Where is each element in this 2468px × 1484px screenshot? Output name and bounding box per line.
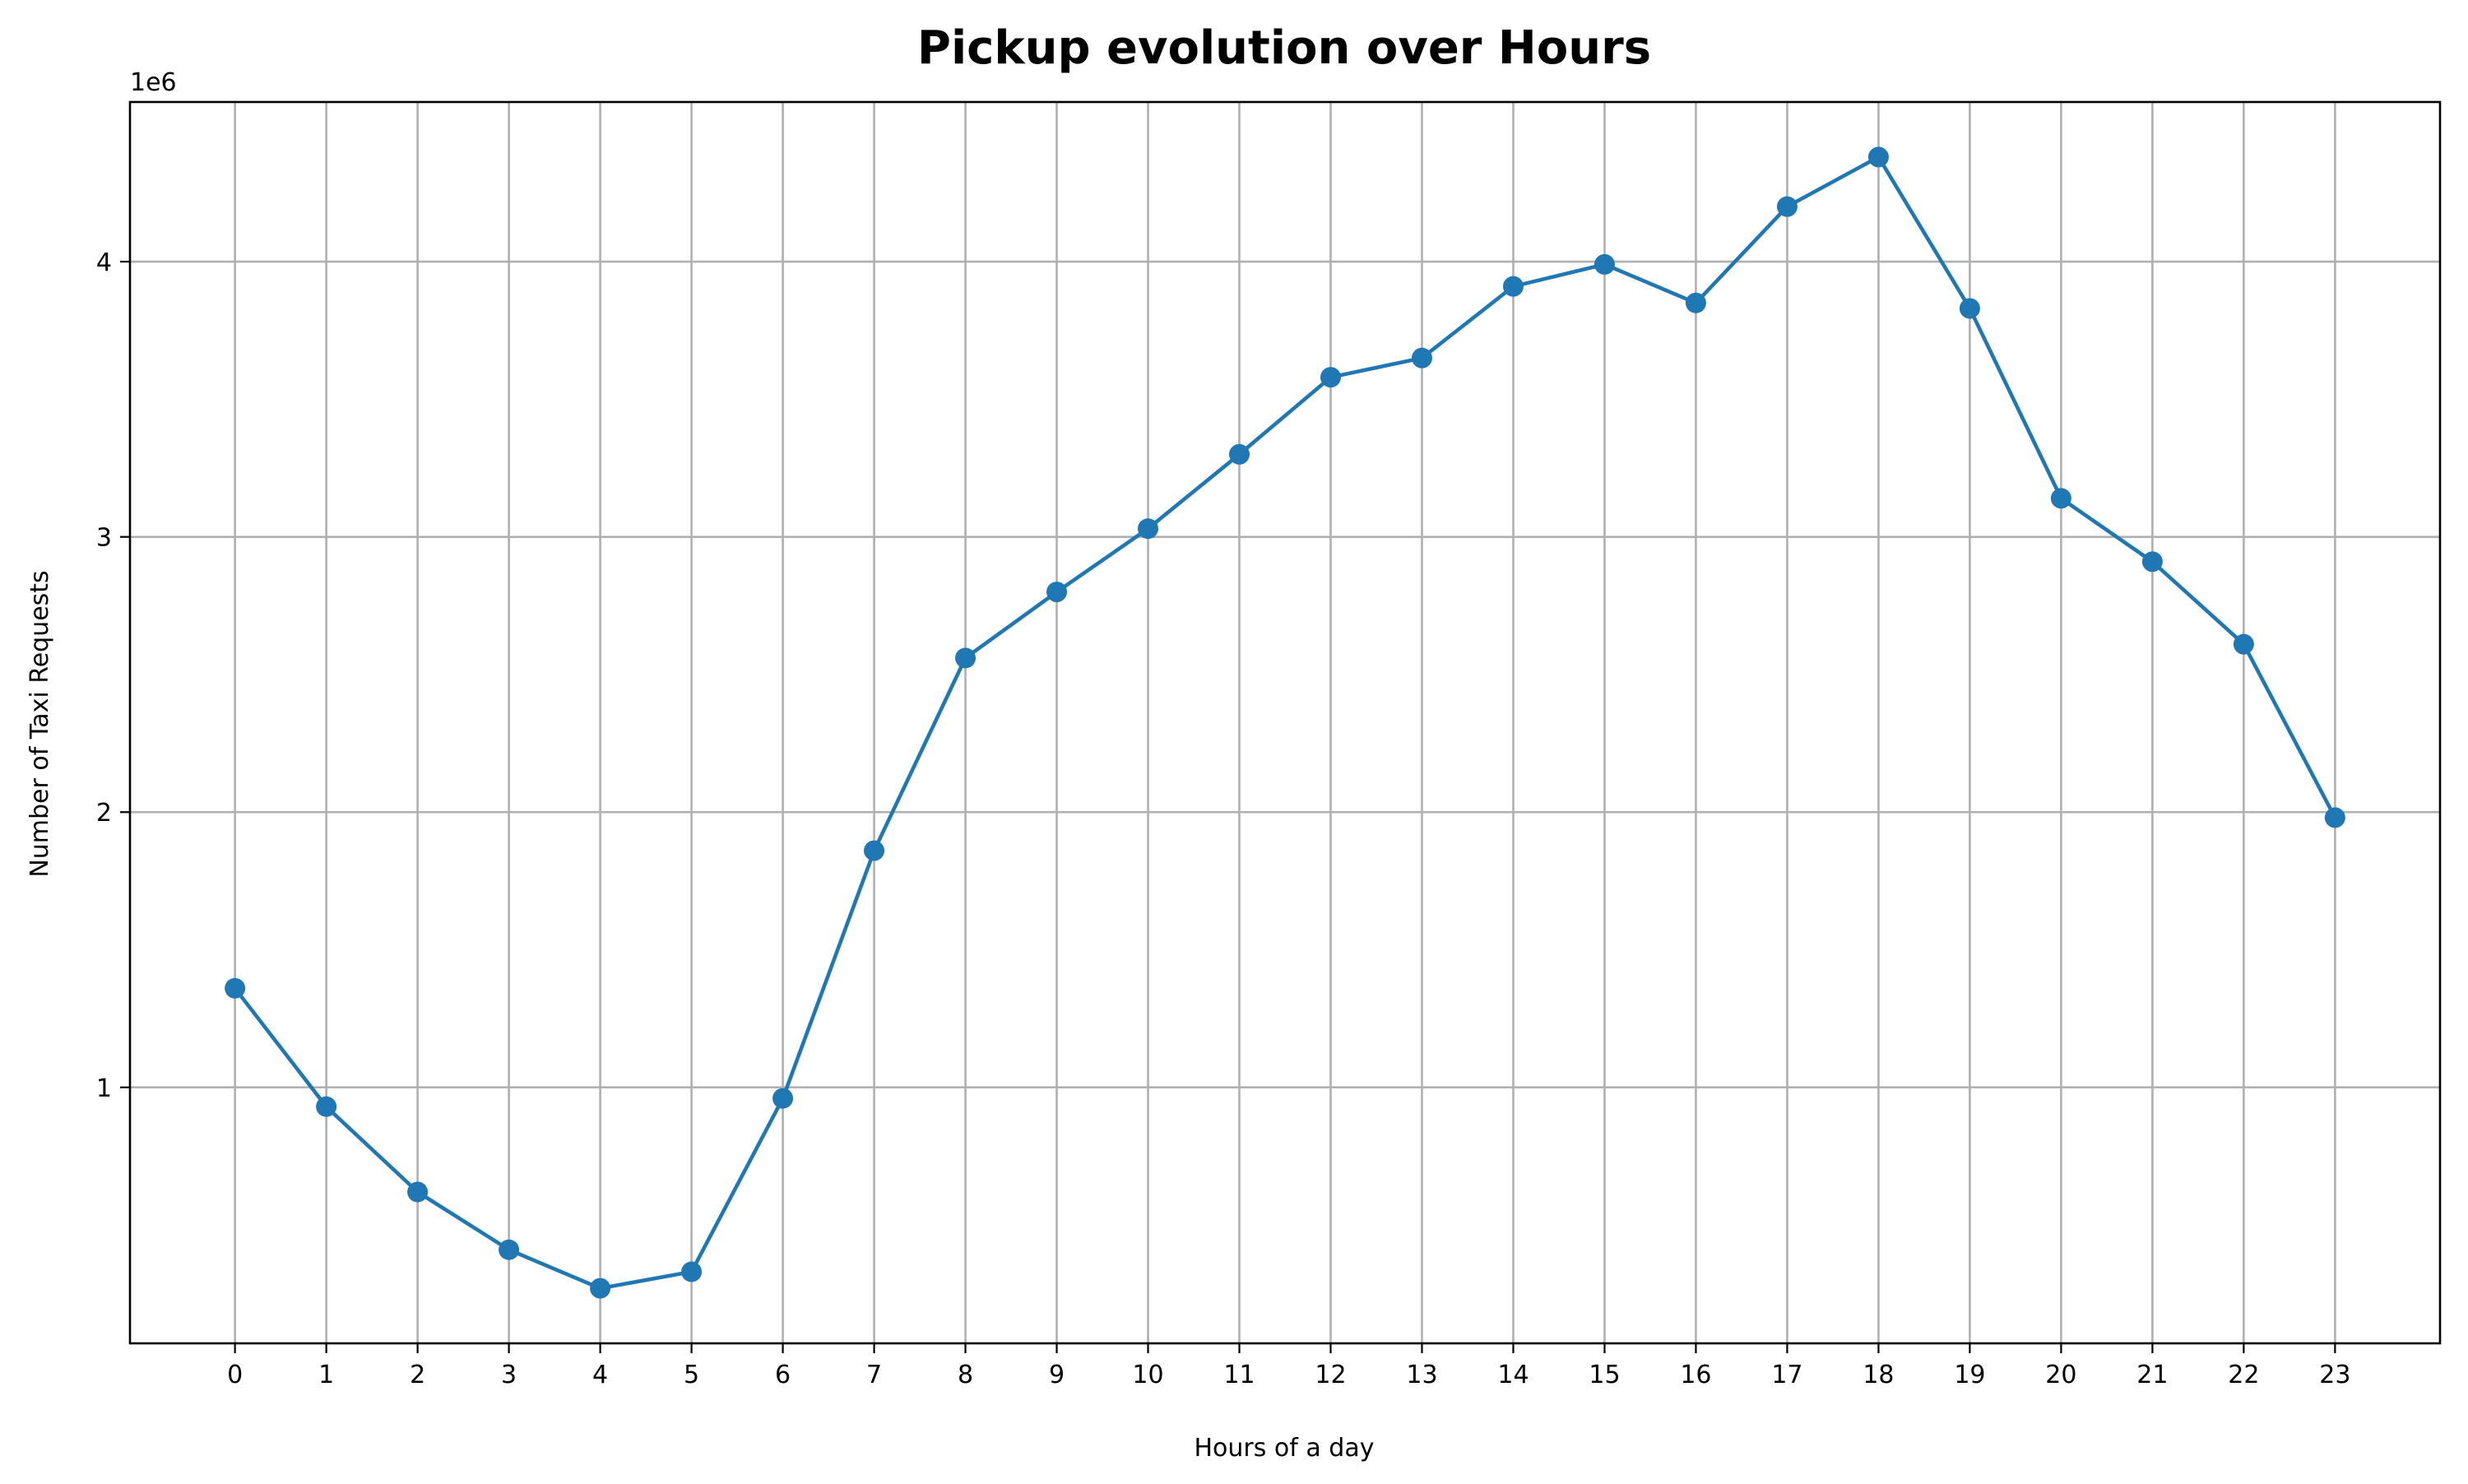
y-axis-label: Number of Taxi Requests <box>26 570 54 877</box>
plot-frame <box>128 100 2442 1345</box>
x-tick-label: 18 <box>1863 1361 1894 1389</box>
data-point <box>1685 292 1706 313</box>
data-point <box>2233 633 2254 655</box>
data-point <box>1502 276 1524 297</box>
x-axis-label: Hours of a day <box>1195 1434 1375 1463</box>
data-point <box>316 1096 337 1117</box>
x-tick-label: 7 <box>866 1361 882 1389</box>
x-tick-label: 3 <box>501 1361 517 1389</box>
x-tick-label: 8 <box>958 1361 973 1389</box>
x-tick-label: 21 <box>2136 1361 2168 1389</box>
data-point <box>1138 518 1159 540</box>
x-tick-label: 13 <box>1406 1361 1437 1389</box>
x-tick-label: 12 <box>1315 1361 1346 1389</box>
chart-title: Pickup evolution over Hours <box>917 21 1651 75</box>
y-tick-label: 2 <box>96 799 112 828</box>
y-tick-label: 1 <box>96 1074 112 1103</box>
x-tick-label: 1 <box>318 1361 334 1389</box>
data-point <box>1594 253 1615 275</box>
x-tick-label: 6 <box>775 1361 791 1389</box>
data-point <box>225 977 246 999</box>
x-tick-label: 4 <box>592 1361 608 1389</box>
data-point <box>499 1239 520 1260</box>
data-point <box>1320 367 1341 388</box>
y-tick-label: 4 <box>96 248 112 277</box>
grid <box>130 102 2440 1343</box>
x-tick-label: 23 <box>2319 1361 2350 1389</box>
x-tick-label: 14 <box>1497 1361 1529 1389</box>
data-point <box>2050 488 2071 509</box>
data-point <box>590 1278 611 1299</box>
data-point <box>955 647 977 669</box>
x-tick-label: 9 <box>1049 1361 1065 1389</box>
data-point <box>772 1087 794 1109</box>
data-point <box>1046 582 1068 603</box>
series-line <box>233 155 2337 1291</box>
data-point <box>1229 443 1250 465</box>
axes: 0 1 2 3 4 5 6 7 8 9 10 11 12 13 14 15 16 17 18 19 20 21 22 2312… <box>96 100 2442 1389</box>
y-tick-label: 3 <box>96 524 112 553</box>
data-point <box>864 840 885 861</box>
data-point <box>1776 196 1798 217</box>
data-point <box>407 1181 429 1203</box>
data-point <box>681 1261 703 1282</box>
x-tick-label: 19 <box>1954 1361 1985 1389</box>
x-tick-label: 20 <box>2045 1361 2076 1389</box>
data-point <box>1867 146 1889 168</box>
x-tick-label: 15 <box>1589 1361 1620 1389</box>
x-tick-label: 17 <box>1771 1361 1802 1389</box>
x-tick-label: 16 <box>1680 1361 1711 1389</box>
data-point <box>1411 347 1432 369</box>
data-point <box>2324 807 2345 828</box>
chart-text: Pickup evolution over Hours Hours of a d… <box>26 21 1651 1463</box>
y-axis-offset-label: 1e6 <box>130 68 177 97</box>
x-tick-label: 11 <box>1223 1361 1255 1389</box>
x-tick-label: 5 <box>684 1361 699 1389</box>
x-tick-label: 2 <box>410 1361 425 1389</box>
series <box>225 146 2345 1299</box>
x-tick-label: 10 <box>1132 1361 1163 1389</box>
x-tick-label: 0 <box>227 1361 243 1389</box>
data-point <box>2141 551 2163 573</box>
data-point <box>1959 298 1980 319</box>
x-tick-label: 22 <box>2228 1361 2259 1389</box>
